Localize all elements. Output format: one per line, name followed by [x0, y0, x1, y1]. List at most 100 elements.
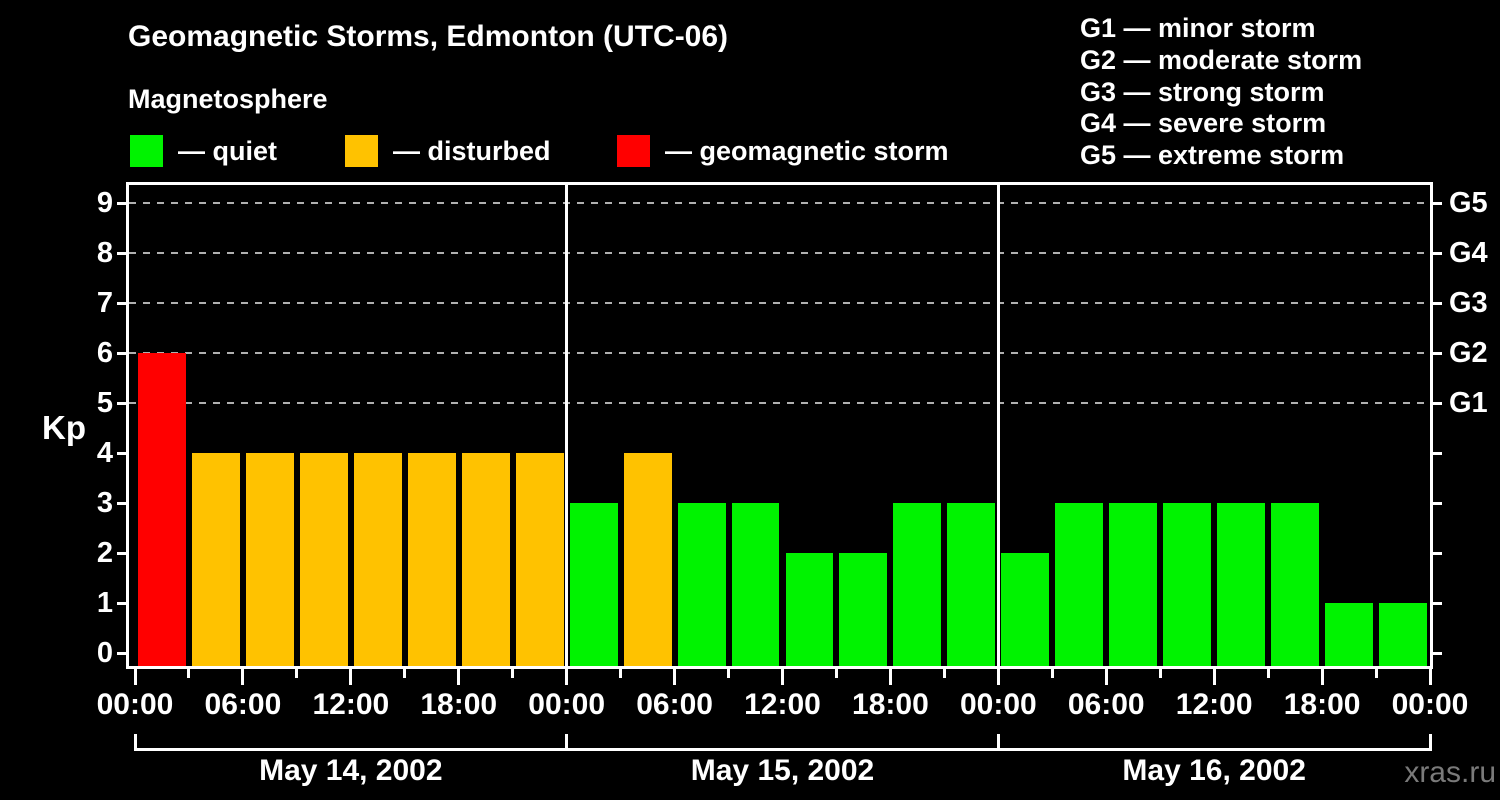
- plot-area: [126, 182, 1433, 669]
- kp-bar: [677, 503, 726, 666]
- kp-bar: [1001, 553, 1050, 666]
- y-axis-tick: [117, 252, 126, 255]
- x-axis-major-tick: [241, 669, 245, 685]
- kp-bar: [1217, 503, 1266, 666]
- x-axis-major-tick: [349, 669, 353, 685]
- quiet-color-swatch: [130, 135, 163, 167]
- storm-color-swatch: [617, 135, 650, 167]
- kp-bar: [623, 453, 672, 666]
- y-tick-label: 5: [96, 387, 113, 419]
- time-label: 06:00: [636, 688, 713, 721]
- time-label: 00:00: [96, 688, 174, 721]
- gridline-kp5: [129, 402, 1430, 404]
- x-axis-minor-tick: [187, 669, 191, 678]
- g-level-label: G1: [1449, 387, 1488, 419]
- time-label: 00:00: [528, 688, 606, 721]
- x-axis-major-tick: [133, 669, 137, 685]
- x-axis-major-tick: [996, 669, 1000, 685]
- time-label: 12:00: [744, 688, 821, 721]
- x-axis-minor-tick: [834, 669, 838, 678]
- kp-bar: [461, 453, 510, 666]
- x-axis-minor-tick: [942, 669, 946, 678]
- x-axis-major-tick: [888, 669, 892, 685]
- x-axis-major-tick: [1212, 669, 1216, 685]
- g-scale-legend: G1 — minor storm G2 — moderate storm G3 …: [1080, 13, 1362, 172]
- y-tick-label: 2: [96, 537, 113, 569]
- x-axis-major-tick: [1320, 669, 1324, 685]
- y-axis-tick: [117, 202, 126, 205]
- y-tick-label: 0: [96, 637, 113, 669]
- y-axis-tick: [117, 452, 126, 455]
- day-bracket-line: [135, 748, 1430, 751]
- x-axis-major-tick: [457, 669, 461, 685]
- kp-bar: [1163, 503, 1212, 666]
- kp-bar: [407, 453, 456, 666]
- y-tick-label: 3: [96, 487, 113, 519]
- time-label: 00:00: [1391, 688, 1469, 721]
- kp-bar: [138, 353, 186, 666]
- x-axis-major-tick: [781, 669, 784, 685]
- time-label: 18:00: [1283, 688, 1361, 721]
- gridline-kp8: [129, 252, 1430, 254]
- time-label: 12:00: [312, 688, 390, 721]
- date-label: May 15, 2002: [690, 754, 875, 787]
- y-axis-tick: [117, 552, 126, 555]
- time-label: 00:00: [959, 688, 1037, 721]
- right-axis-tick: [1433, 252, 1442, 255]
- gridline-kp9: [129, 202, 1430, 204]
- day-bracket-tick: [133, 734, 137, 751]
- y-axis-tick: [117, 352, 126, 355]
- kp-bar: [1109, 503, 1158, 666]
- g-level-label: G4: [1449, 237, 1488, 269]
- right-axis-tick: [1433, 552, 1442, 555]
- x-axis-minor-tick: [727, 669, 731, 678]
- y-axis-tick: [117, 302, 126, 305]
- x-axis-major-tick: [673, 669, 677, 685]
- x-axis-major-tick: [1428, 669, 1432, 685]
- kp-bar: [731, 503, 780, 666]
- kp-bar: [893, 503, 942, 666]
- x-axis-minor-tick: [1374, 669, 1378, 678]
- day-divider: [565, 185, 569, 666]
- disturbed-color-swatch: [345, 135, 378, 167]
- kp-bar: [299, 453, 348, 666]
- time-label: 18:00: [420, 688, 498, 721]
- day-bracket-tick: [565, 734, 569, 751]
- kp-bar: [245, 453, 294, 666]
- x-axis-minor-tick: [1050, 669, 1054, 678]
- date-label: May 16, 2002: [1122, 754, 1306, 787]
- kp-bar: [1325, 603, 1374, 666]
- x-axis-minor-tick: [1158, 669, 1162, 678]
- time-label: 12:00: [1175, 688, 1253, 721]
- right-axis-tick: [1433, 352, 1442, 355]
- right-axis-tick: [1433, 502, 1442, 505]
- kp-bar: [353, 453, 402, 666]
- x-axis-minor-tick: [1266, 669, 1270, 678]
- day-divider: [996, 185, 1000, 666]
- kp-bar: [1271, 503, 1320, 666]
- subtitle-magnetosphere: Magnetosphere: [128, 84, 328, 114]
- kp-bar: [569, 503, 618, 666]
- y-tick-label: 8: [96, 237, 113, 269]
- date-label: May 14, 2002: [259, 754, 443, 787]
- g3-legend-line: G3 — strong storm: [1080, 76, 1325, 107]
- day-bracket-tick: [1428, 734, 1432, 751]
- x-axis-major-tick: [1104, 669, 1108, 685]
- y-tick-label: 9: [96, 187, 113, 219]
- g-level-label: G5: [1449, 187, 1488, 219]
- time-label: 06:00: [1067, 688, 1145, 721]
- legend-label-storm: — geomagnetic storm: [665, 136, 949, 166]
- right-axis-tick: [1433, 202, 1442, 205]
- y-axis-title: Kp: [42, 409, 86, 446]
- kp-bar: [1379, 603, 1427, 666]
- legend-label-disturbed: — disturbed: [393, 136, 551, 166]
- legend-label-quiet: — quiet: [178, 136, 277, 166]
- x-axis-minor-tick: [295, 669, 299, 678]
- y-axis-tick: [117, 402, 126, 405]
- y-axis-tick: [117, 502, 126, 505]
- right-axis-tick: [1433, 652, 1442, 655]
- y-tick-label: 1: [96, 587, 113, 619]
- right-axis-tick: [1433, 602, 1442, 605]
- y-tick-label: 7: [96, 287, 113, 319]
